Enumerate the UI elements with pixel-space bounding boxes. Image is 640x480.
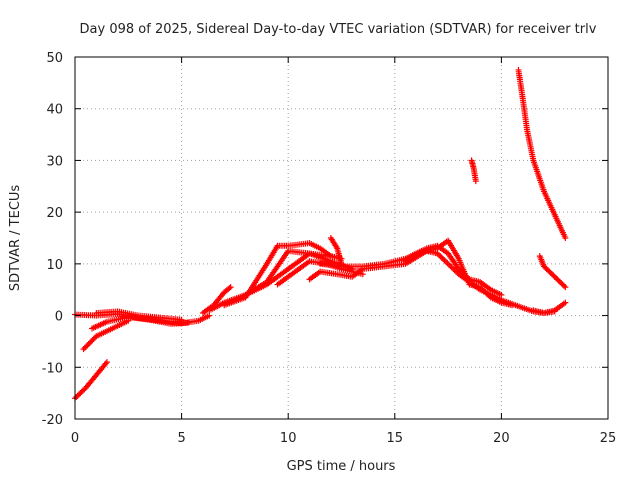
- data-point: [92, 334, 99, 341]
- x-tick-label: 5: [177, 431, 185, 446]
- y-tick-label: 10: [46, 258, 63, 273]
- data-point: [562, 235, 569, 241]
- x-tick-label: 10: [280, 431, 297, 446]
- series-arc-e: [93, 308, 185, 323]
- y-tick-label: 30: [46, 154, 63, 169]
- series-arc-f: [199, 284, 234, 316]
- x-tick-label: 15: [387, 431, 404, 446]
- data-point: [178, 316, 185, 323]
- series-arc-p: [515, 66, 569, 241]
- series-arc-r: [530, 299, 569, 316]
- x-axis-label: GPS time / hours: [287, 459, 396, 474]
- data-point: [327, 253, 334, 260]
- series-arc-a: [72, 359, 110, 402]
- data-point: [472, 178, 479, 185]
- x-tick-label: 0: [71, 431, 79, 446]
- data-point: [562, 284, 569, 291]
- data-point: [359, 271, 366, 278]
- series-arc-b: [80, 317, 132, 353]
- y-axis-label: SDTVAR / TECUs: [8, 185, 23, 292]
- y-tick-label: -10: [42, 361, 63, 376]
- series-arc-n: [402, 237, 516, 309]
- data-points: [72, 66, 569, 402]
- data-point: [206, 312, 213, 319]
- grid: [75, 57, 608, 419]
- series-arc-o: [468, 157, 479, 185]
- data-point: [338, 260, 345, 267]
- chart-title: Day 098 of 2025, Sidereal Day-to-day VTE…: [80, 22, 597, 37]
- series-arc-q: [536, 253, 569, 291]
- series-arc-h: [221, 240, 334, 309]
- series-arc-d: [89, 314, 191, 332]
- y-tick-label: 0: [55, 310, 63, 325]
- y-tick-label: -20: [42, 413, 63, 428]
- data-point: [226, 285, 233, 292]
- data-point: [561, 282, 568, 289]
- data-point: [562, 299, 569, 306]
- y-tick-label: 50: [46, 51, 63, 66]
- data-point: [103, 359, 110, 366]
- y-tick-label: 20: [46, 206, 63, 221]
- plot-frame: [74, 56, 609, 420]
- data-point: [227, 284, 234, 291]
- x-tick-label: 20: [493, 431, 510, 446]
- axis-ticks: 0 5 10 15 20 25 -20 -10 0 10 20 30 40 50: [42, 51, 617, 446]
- y-tick-label: 40: [46, 103, 63, 118]
- x-tick-label: 25: [600, 431, 617, 446]
- data-point: [498, 291, 505, 298]
- data-point: [184, 319, 191, 326]
- data-point: [486, 293, 493, 300]
- data-point: [509, 302, 516, 309]
- series-arc-m: [327, 235, 345, 267]
